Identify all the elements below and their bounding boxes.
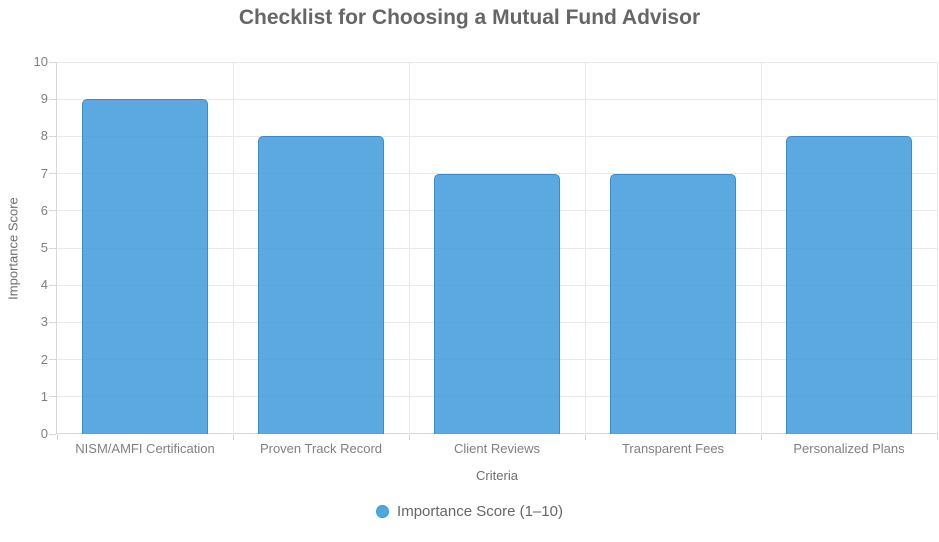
bar-1[interactable]: [82, 99, 208, 434]
y-axis-tick: [49, 98, 56, 100]
y-tick-label: 6: [40, 202, 48, 218]
x-gridline: [760, 62, 762, 434]
bar-2[interactable]: [258, 136, 384, 434]
y-axis-tick: [49, 359, 56, 361]
y-axis-title: Importance Score: [5, 197, 21, 300]
y-axis-line: [56, 62, 57, 434]
y-tick-label: 2: [40, 351, 48, 367]
x-tick-label: Transparent Fees: [621, 441, 725, 456]
y-tick-label: 0: [40, 426, 48, 441]
y-tick-label: 9: [40, 91, 48, 107]
y-gridline: [57, 135, 937, 137]
y-tick-label: 5: [40, 240, 48, 255]
y-axis-tick: [49, 173, 56, 175]
x-axis-tick: [584, 434, 586, 440]
y-axis-tick: [49, 247, 56, 249]
x-tick-label: Personalized Plans: [793, 441, 905, 456]
y-axis-tick: [49, 433, 56, 435]
y-axis-tick: [49, 61, 56, 63]
x-tick-label: Client Reviews: [454, 441, 540, 456]
y-tick-label: 3: [40, 314, 48, 330]
y-tick-label: 8: [40, 128, 48, 144]
y-gridline: [57, 98, 937, 100]
x-axis-tick: [56, 434, 58, 440]
x-tick-label: Proven Track Record: [259, 441, 383, 456]
x-gridline: [936, 62, 938, 434]
x-gridline: [408, 62, 410, 434]
bar-4[interactable]: [610, 173, 736, 434]
y-axis-tick: [49, 135, 56, 137]
x-axis-tick: [232, 434, 234, 440]
x-axis-tick: [408, 434, 410, 440]
y-axis-tick: [49, 210, 56, 212]
y-tick-label: 4: [40, 277, 48, 293]
plot-area: [49, 61, 938, 440]
x-gridline: [232, 62, 234, 434]
y-tick-label: 10: [33, 54, 48, 69]
legend-label: Importance Score (1–10): [397, 503, 563, 520]
x-axis-tick: [760, 434, 762, 440]
legend: Importance Score (1–10): [0, 503, 939, 520]
bar-5[interactable]: [786, 136, 912, 434]
y-gridline: [57, 61, 937, 63]
y-axis-tick: [49, 396, 56, 398]
bar-3[interactable]: [434, 173, 560, 434]
chart-title: Checklist for Choosing a Mutual Fund Adv…: [238, 6, 701, 29]
legend-item[interactable]: Importance Score (1–10): [376, 503, 563, 520]
y-axis-tick: [49, 321, 56, 323]
y-gridline: [57, 173, 937, 175]
x-axis-tick: [936, 434, 938, 440]
legend-marker-icon: [376, 505, 390, 518]
x-axis-title: Criteria: [476, 468, 518, 483]
y-tick-label: 1: [40, 388, 48, 404]
y-tick-label: 7: [40, 165, 48, 181]
x-gridline: [584, 62, 586, 434]
x-tick-label: NISM/AMFI Certification: [75, 441, 215, 456]
y-axis-tick: [49, 284, 56, 286]
